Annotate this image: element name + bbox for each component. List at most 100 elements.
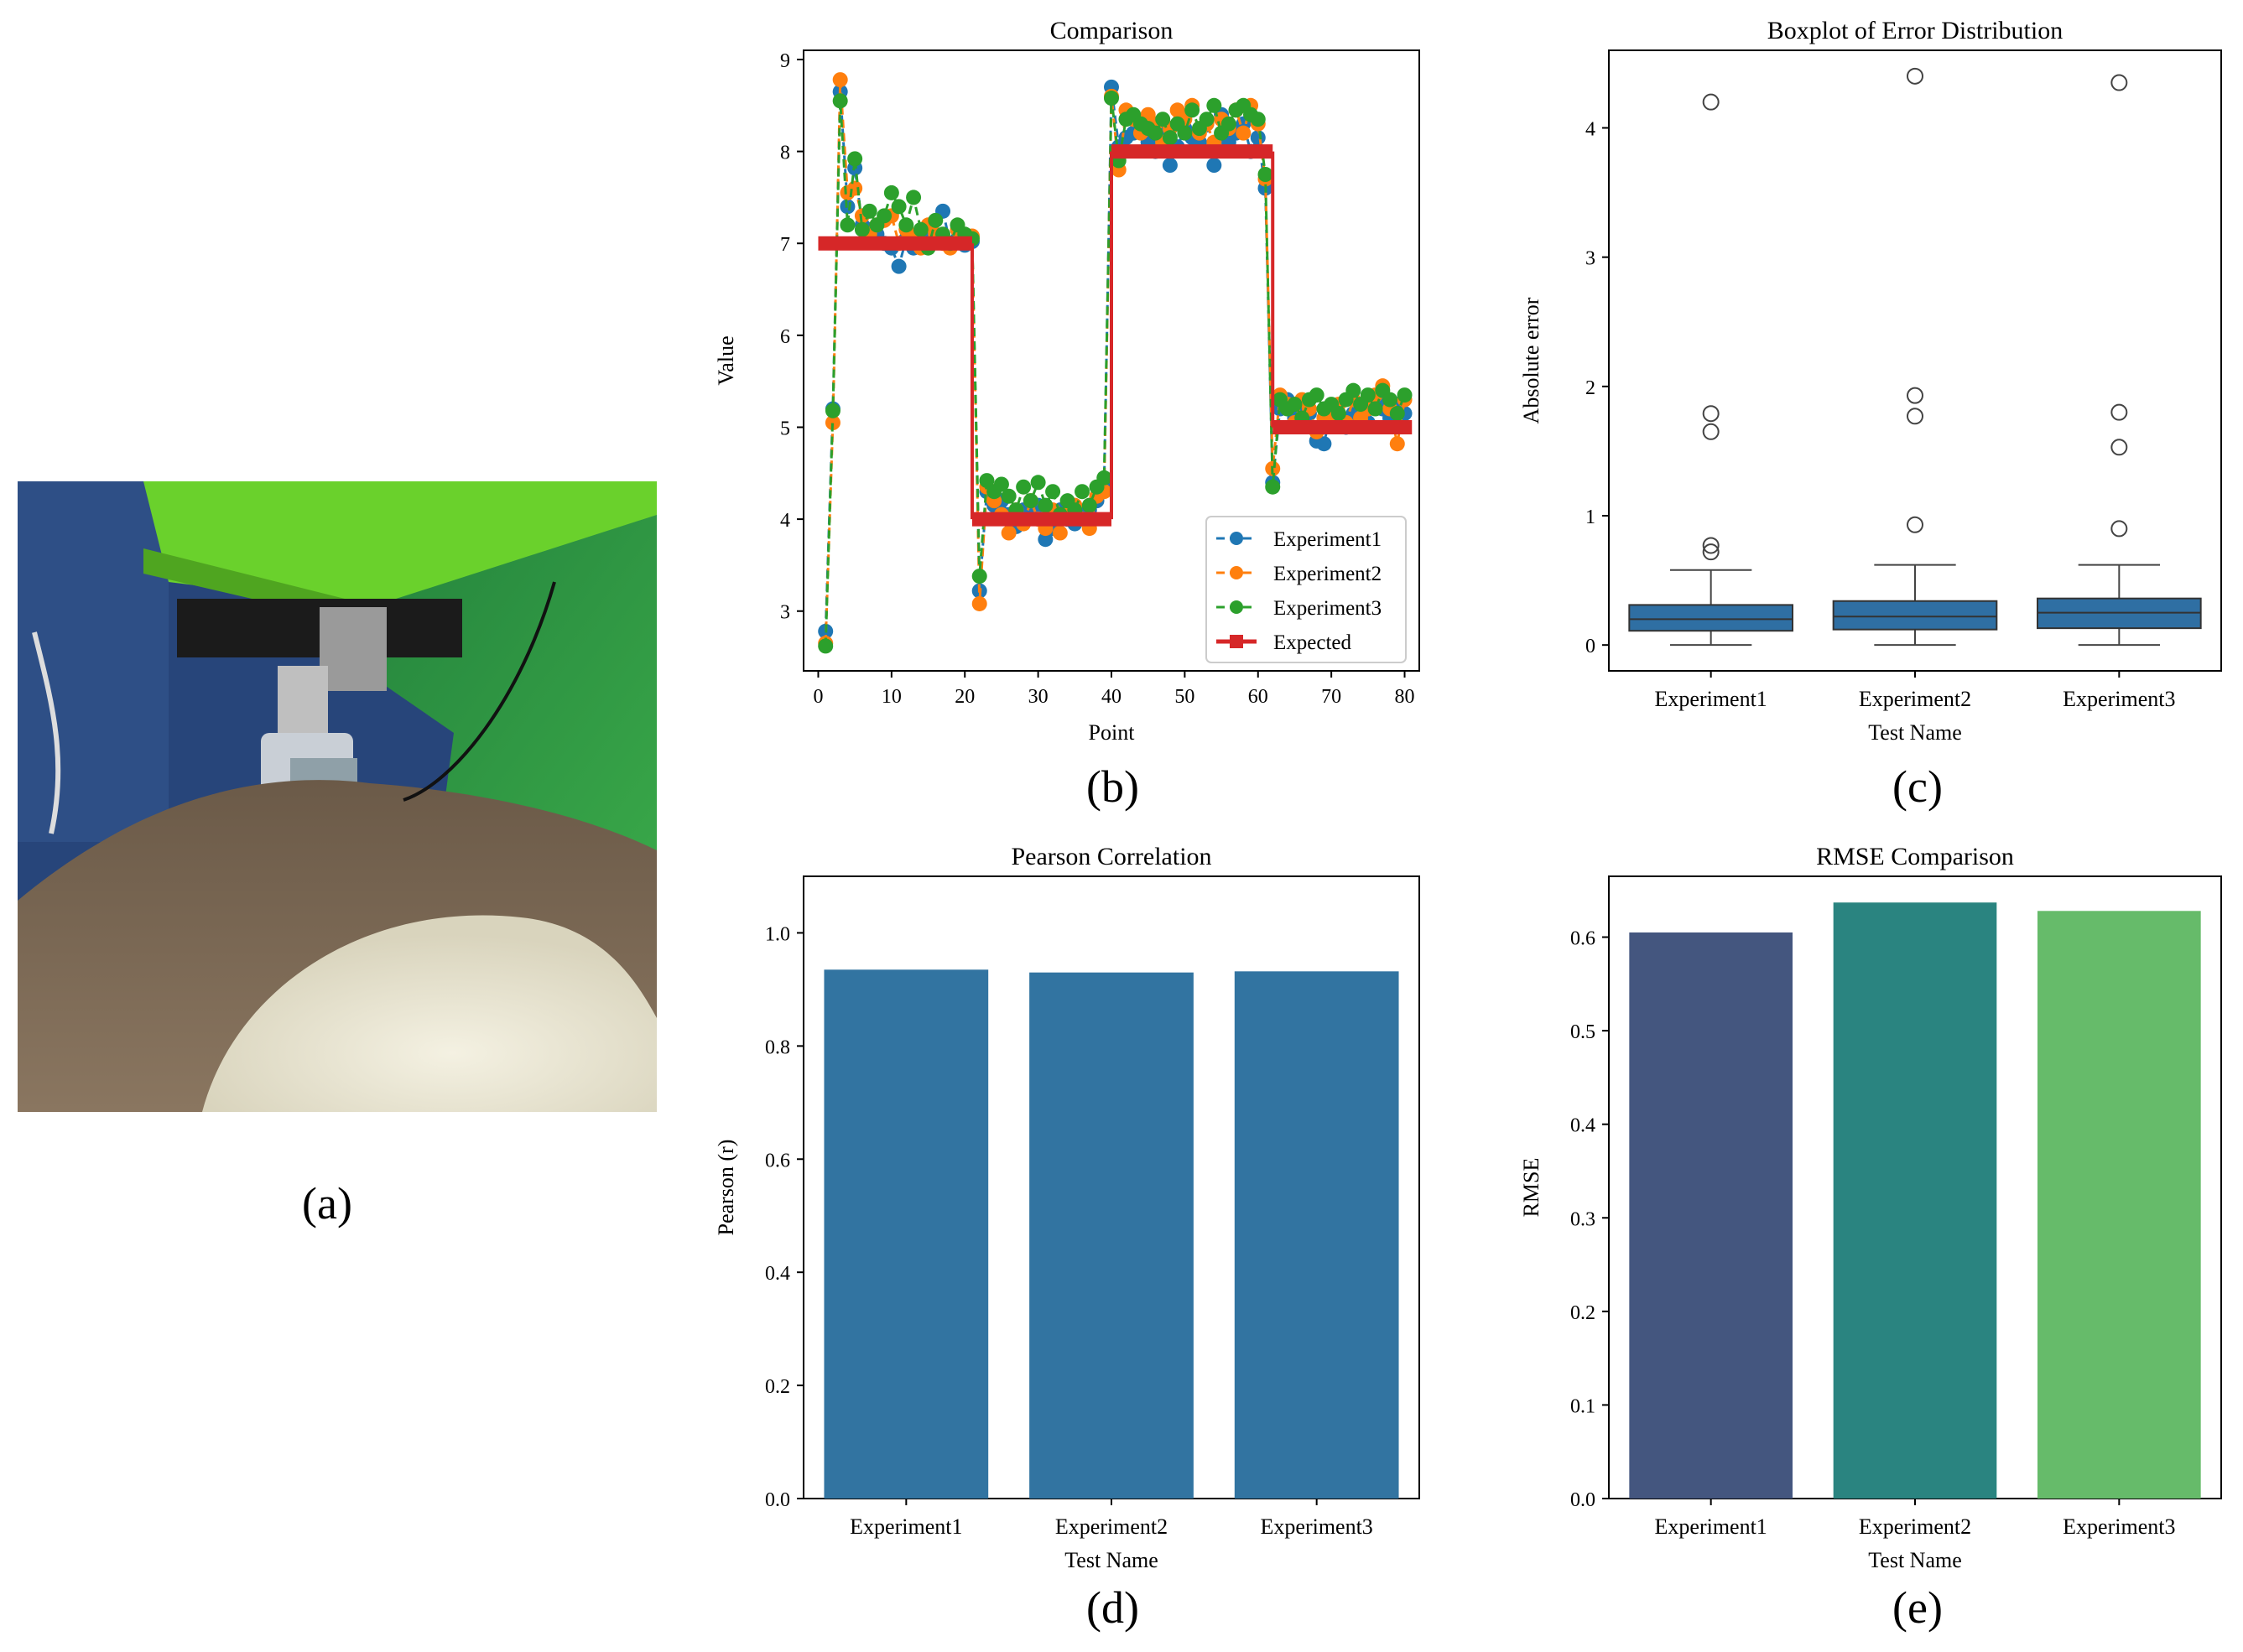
outlier-point: [1907, 387, 1923, 404]
data-point-Experiment3: [1257, 167, 1273, 182]
data-point-Experiment3: [1045, 484, 1061, 500]
outlier-point: [1702, 537, 1720, 554]
outlier-point: [1702, 93, 1720, 111]
data-point-Experiment3: [1367, 401, 1383, 417]
y-tick-label: 3: [1585, 248, 1595, 270]
data-point-Experiment3: [840, 217, 856, 233]
data-point-Experiment3: [1104, 91, 1119, 106]
y-axis-label: Value: [714, 335, 738, 385]
chart-rmse: RMSE Comparison Test Name RMSE 0.0 0.1 0.2 0.3…: [1519, 843, 2222, 1572]
data-point-Experiment3: [854, 221, 870, 237]
y-tick-label: 0.4: [1570, 1115, 1595, 1137]
legend-marker: [1230, 566, 1243, 579]
robot-ultrasound-photo: [18, 481, 657, 1112]
data-point-Experiment3: [1177, 125, 1193, 141]
legend-marker: [1230, 532, 1243, 545]
data-point-Experiment3: [891, 199, 907, 215]
outlier-point: [1907, 408, 1923, 425]
panel-label-a: (a): [302, 1178, 352, 1229]
x-tick-label: 10: [882, 686, 902, 708]
box-iqr-Experiment2: [1832, 600, 1998, 631]
outlier-point: [2110, 520, 2128, 538]
data-point-Experiment3: [1287, 397, 1303, 413]
data-point-Experiment3: [832, 93, 848, 109]
y-tick-label: 9: [780, 50, 790, 72]
y-tick-label: 0.1: [1570, 1395, 1595, 1417]
x-tick-label: Experiment1: [850, 1514, 962, 1539]
data-point-Experiment3: [825, 403, 840, 418]
data-point-Experiment3: [1220, 116, 1236, 132]
data-point-Experiment3: [1265, 479, 1281, 495]
data-point-Experiment3: [818, 638, 834, 654]
x-tick-label: Experiment2: [1859, 1514, 1971, 1539]
x-axis-label: Test Name: [1868, 720, 1962, 745]
data-point-Experiment3: [1155, 112, 1171, 127]
x-tick-label: Experiment3: [1261, 1514, 1373, 1539]
outlier-point: [1907, 516, 1923, 533]
data-point-Experiment3: [883, 184, 899, 200]
y-tick-label: 4: [780, 510, 790, 532]
data-point-Experiment3: [1206, 97, 1222, 113]
data-point-Experiment3: [1397, 387, 1413, 403]
x-tick-label: 70: [1321, 686, 1341, 708]
data-point-Experiment2: [1052, 525, 1068, 541]
data-point-Experiment3: [847, 151, 863, 167]
data-point-Experiment3: [1148, 125, 1163, 141]
data-point-Experiment1: [1038, 532, 1054, 548]
outlier-point: [1702, 423, 1720, 440]
outlier-point: [2110, 439, 2128, 456]
x-tick-label: Experiment3: [2063, 1514, 2175, 1539]
data-point-Experiment1: [1206, 158, 1222, 174]
data-point-Experiment3: [1250, 112, 1266, 127]
outlier-point: [1702, 543, 1720, 561]
x-tick-label: 60: [1248, 686, 1268, 708]
data-point-Experiment3: [1023, 493, 1038, 509]
data-point-Experiment3: [971, 569, 987, 584]
bar-Experiment2: [1833, 902, 1997, 1499]
data-point-Experiment3: [1162, 130, 1178, 146]
data-point-Experiment3: [861, 203, 877, 219]
outlier-point: [1702, 405, 1720, 423]
x-tick-label: Experiment1: [1655, 1514, 1767, 1539]
outlier-point: [2110, 403, 2128, 421]
panel-label-b: (b): [1086, 761, 1139, 812]
x-axis-label: Test Name: [1064, 1548, 1158, 1572]
outlier-point: [1907, 67, 1923, 85]
y-tick-label: 0.2: [765, 1376, 790, 1398]
y-tick-label: 0.0: [765, 1489, 790, 1511]
data-point-Experiment3: [1389, 406, 1405, 422]
y-tick-label: 3: [780, 602, 790, 624]
data-point-Experiment2: [847, 180, 863, 196]
x-tick-label: Experiment1: [1655, 687, 1767, 711]
y-axis-label: RMSE: [1519, 1158, 1543, 1218]
legend-label: Experiment2: [1273, 563, 1382, 585]
x-tick-label: 20: [955, 686, 975, 708]
y-tick-label: 5: [780, 418, 790, 439]
data-point-Experiment1: [891, 258, 907, 274]
data-point-Experiment3: [1081, 497, 1097, 513]
y-axis-label: Pearson (r): [714, 1140, 738, 1236]
y-tick-label: 0.6: [1570, 928, 1595, 950]
legend-label: Experiment3: [1273, 597, 1382, 620]
data-point-Experiment2: [1001, 525, 1017, 541]
x-tick-label: Experiment2: [1859, 687, 1971, 711]
y-tick-label: 2: [1585, 377, 1595, 399]
data-point-Experiment3: [1038, 497, 1054, 513]
chart-title: Boxplot of Error Distribution: [1767, 17, 2063, 44]
y-tick-label: 4: [1585, 119, 1595, 141]
data-point-Experiment3: [1096, 470, 1112, 486]
data-point-Experiment3: [1001, 488, 1017, 504]
bar-Experiment1: [824, 969, 989, 1499]
data-point-Experiment1: [1250, 130, 1266, 146]
data-point-Experiment3: [906, 190, 922, 205]
x-tick-label: 0: [813, 686, 823, 708]
x-tick-label: Experiment2: [1055, 1514, 1168, 1539]
bar-Experiment3: [1234, 971, 1399, 1499]
y-tick-label: 0.6: [765, 1150, 790, 1171]
x-axis-label: Test Name: [1868, 1548, 1962, 1572]
x-tick-label: 30: [1028, 686, 1049, 708]
data-point-Experiment3: [1382, 392, 1398, 408]
chart-title: Pearson Correlation: [1011, 843, 1211, 870]
y-axis-label: Absolute error: [1519, 297, 1543, 423]
data-point-Experiment2: [832, 72, 848, 88]
